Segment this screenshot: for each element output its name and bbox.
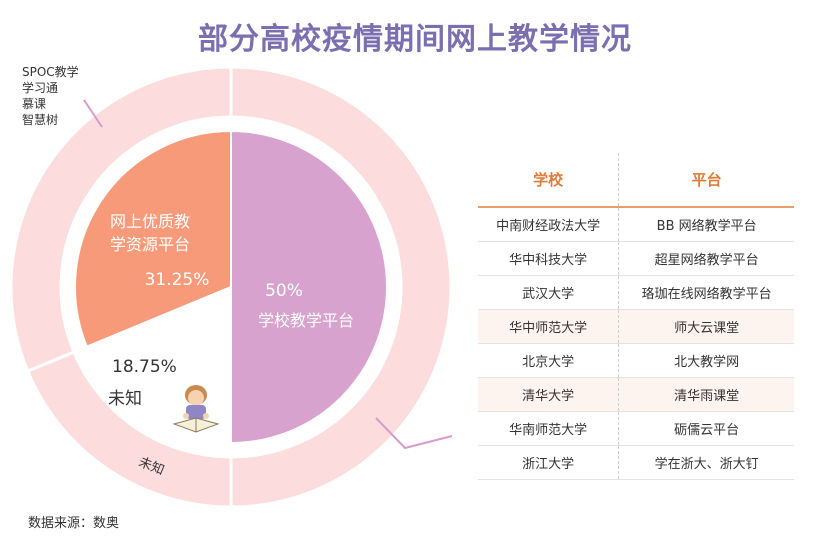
platform-cell: 北大教学网: [618, 343, 794, 378]
table-row: 华中师范大学 师大云课堂: [478, 309, 794, 344]
leader-line-school-platform: [375, 417, 453, 450]
resource-platform-name-label: 学资源平台: [110, 235, 190, 254]
leader-line-outer-legend: [83, 99, 103, 128]
school-cell: 中南财经政法大学: [478, 207, 620, 242]
data-source-note: 数据来源：数奥: [28, 516, 120, 531]
chart-title: 部分高校疫情期间网上教学情况: [198, 22, 632, 57]
school-cell: 华中师范大学: [478, 309, 620, 344]
table-row: 武汉大学 珞珈在线网络教学平台: [478, 275, 794, 310]
school-platform-value-label: 50%: [265, 281, 303, 301]
unknown-value-label: 18.75%: [112, 357, 177, 377]
resource-platform-name-label: 网上优质教: [110, 212, 190, 231]
inner-slice-school-platform: [230, 129, 388, 445]
table-row: 华中科技大学 超星网络教学平台: [478, 241, 794, 276]
outer-ring-legend: SPOC教学 学习通 慕课 智慧树: [22, 64, 79, 128]
resource-platform-value-label: 31.25%: [145, 270, 210, 290]
table-header-row: 学校 平台: [478, 153, 794, 208]
unknown-name-label: 未知: [108, 389, 142, 409]
outer-legend-item: 学习通: [22, 81, 59, 95]
platform-cell: 砺儒云平台: [618, 411, 794, 446]
school-cell: 华中科技大学: [478, 241, 620, 276]
platform-cell: BB 网络教学平台: [618, 207, 794, 242]
table-row: 华南师范大学 砺儒云平台: [478, 411, 794, 446]
platform-cell: 超星网络教学平台: [618, 241, 794, 276]
university-platform-table: 学校 平台 中南财经政法大学 BB 网络教学平台 华中科技大学 超星网络教学平台 武…: [478, 153, 794, 480]
school-cell: 华南师范大学: [478, 411, 620, 446]
platform-cell: 师大云课堂: [618, 309, 794, 344]
outer-legend-item: 智慧树: [22, 113, 59, 127]
reading-child-icon: [172, 385, 220, 433]
table-row: 中南财经政法大学 BB 网络教学平台: [478, 207, 794, 242]
table-row: 浙江大学 学在浙大、浙大钉: [478, 445, 794, 480]
platform-cell: 学在浙大、浙大钉: [618, 445, 794, 480]
table-header-school: 学校: [478, 153, 620, 208]
outer-legend-item: 慕课: [22, 97, 47, 111]
table-row: 北京大学 北大教学网: [478, 343, 794, 378]
table-row: 清华大学 清华雨课堂: [478, 377, 794, 412]
school-cell: 浙江大学: [478, 445, 620, 480]
school-cell: 武汉大学: [478, 275, 620, 310]
inner-slice-resource-platform: [74, 129, 232, 349]
outer-legend-item: SPOC教学: [22, 65, 79, 79]
platform-cell: 珞珈在线网络教学平台: [618, 275, 794, 310]
table-header-platform: 平台: [618, 153, 794, 208]
school-cell: 北京大学: [478, 343, 620, 378]
school-cell: 清华大学: [478, 377, 620, 412]
platform-cell: 清华雨课堂: [618, 377, 794, 412]
school-platform-name-label: 学校教学平台: [258, 311, 354, 330]
